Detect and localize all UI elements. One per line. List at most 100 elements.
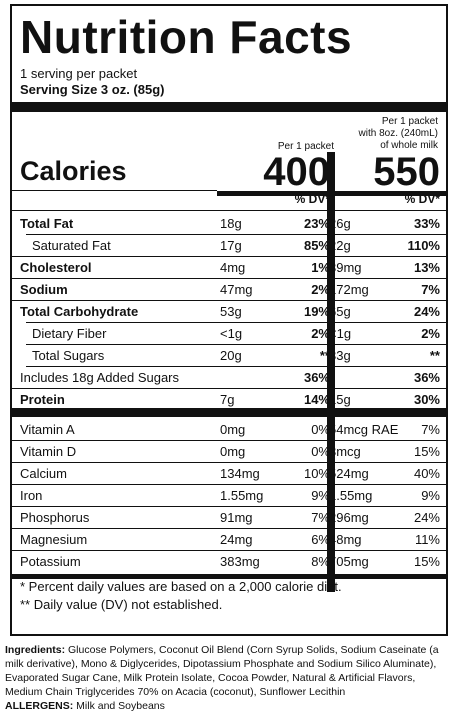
dv-packet: 2%: [311, 282, 330, 297]
vitamin-divider: [12, 408, 446, 417]
nutrient-name: Vitamin D: [20, 444, 77, 459]
dv-packet: 36%: [303, 370, 330, 385]
amount-packet: 53g: [220, 304, 242, 319]
amount-packet: 4mg: [220, 260, 246, 275]
nutrient-name: Protein: [20, 392, 65, 407]
col2-header-line2: with 8oz. (240mL): [358, 128, 438, 139]
allergens-label: ALLERGENS:: [5, 700, 74, 712]
label-title: Nutrition Facts: [20, 11, 353, 63]
table-row: Cholesterol 4mg 1% 39mg 13%: [12, 257, 446, 279]
thick-divider: [12, 102, 446, 112]
dv-packet: 19%: [303, 304, 330, 319]
table-row: Total Carbohydrate 53g 19% 65g 24%: [12, 301, 446, 323]
table-row: Calcium 134mg 10% 524mg 40%: [12, 463, 446, 485]
dv-with-milk: **: [429, 348, 440, 363]
dv-with-milk: 30%: [413, 392, 440, 407]
nutrient-name: Magnesium: [20, 532, 88, 547]
dv-packet: 9%: [311, 488, 330, 503]
dv-with-milk: 11%: [414, 532, 440, 547]
amount-with-milk: 524mg: [329, 466, 369, 481]
dv-header-1: % DV*: [294, 192, 330, 206]
nutrient-name: Saturated Fat: [32, 238, 111, 253]
dv-header-2: % DV*: [404, 192, 440, 206]
amount-with-milk: 3mcg: [329, 444, 361, 459]
table-row: Magnesium 24mg 6% 48mg 11%: [12, 529, 446, 551]
amount-with-milk: 1.55mg: [329, 488, 373, 503]
dv-with-milk: 110%: [407, 238, 440, 253]
footnote-divider: [12, 574, 446, 579]
table-row: Includes 18g Added Sugars 36% 36%: [12, 367, 446, 389]
amount-with-milk: 48mg: [329, 532, 362, 547]
table-row: Potassium 383mg 8% 705mg 15%: [12, 551, 446, 573]
amount-with-milk: 15g: [329, 392, 351, 407]
table-row: Total Fat 18g 23% 26g 33%: [12, 213, 446, 235]
nutrient-name: Calcium: [20, 466, 67, 481]
dv-with-milk: 7%: [421, 422, 440, 437]
amount-packet: 134mg: [220, 466, 260, 481]
ingredients-text: Glucose Polymers, Coconut Oil Blend (Cor…: [5, 644, 439, 698]
nutrient-name: Includes 18g Added Sugars: [20, 370, 180, 385]
dv-with-milk: 40%: [413, 466, 440, 481]
dv-with-milk: 24%: [413, 304, 440, 319]
amount-with-milk: 33g: [329, 348, 351, 363]
amount-with-milk: <1g: [329, 326, 352, 341]
amount-with-milk: 296mg: [329, 510, 369, 525]
ingredients: Ingredients: Glucose Polymers, Coconut O…: [5, 643, 455, 699]
amount-packet: 0mg: [220, 444, 246, 459]
dv-with-milk: 15%: [413, 554, 440, 569]
table-row: Vitamin D 0mg 0% 3mcg 15%: [12, 441, 446, 463]
nutrition-label: Nutrition Facts 1 serving per packet Ser…: [10, 4, 448, 636]
footnote-not-established: ** Daily value (DV) not established.: [20, 597, 223, 612]
amount-packet: 47mg: [220, 282, 253, 297]
nutrient-name: Sodium: [20, 282, 68, 297]
dv-with-milk: 24%: [413, 510, 440, 525]
amount-with-milk: 22g: [329, 238, 351, 253]
dv-packet: 8%: [311, 554, 330, 569]
table-row: Protein 7g 14% 15g 30%: [12, 389, 446, 411]
dv-packet: 85%: [303, 238, 330, 253]
dv-packet: 23%: [303, 216, 330, 231]
dv-packet: 0%: [311, 422, 330, 437]
dv-packet: **: [319, 348, 330, 363]
dv-with-milk: 7%: [421, 282, 440, 297]
dv-packet: 14%: [303, 392, 330, 407]
amount-packet: 91mg: [220, 510, 253, 525]
amount-packet: 7g: [220, 392, 235, 407]
nutrient-name: Vitamin A: [20, 422, 75, 437]
nutrient-name: Total Fat: [20, 216, 74, 231]
serving-size: Serving Size 3 oz. (85g): [20, 82, 165, 97]
amount-packet: <1g: [220, 326, 243, 341]
dv-with-milk: 9%: [421, 488, 440, 503]
dv-packet: 0%: [311, 444, 330, 459]
table-row: Sodium 47mg 2% 172mg 7%: [12, 279, 446, 301]
calories-value-1: 400: [263, 150, 330, 194]
calories-value-2: 550: [373, 150, 440, 194]
amount-with-milk: 54mcg RAE: [329, 422, 399, 437]
dv-packet: 6%: [311, 532, 330, 547]
nutrient-name: Phosphorus: [20, 510, 90, 525]
dv-with-milk: 2%: [421, 326, 440, 341]
table-row: Saturated Fat 17g 85% 22g 110%: [12, 235, 446, 257]
amount-packet: 1.55mg: [220, 488, 264, 503]
nutrient-name: Dietary Fiber: [32, 326, 107, 341]
dv-packet: 10%: [303, 466, 330, 481]
col2-header-line1: Per 1 packet: [381, 116, 438, 127]
dv-packet: 2%: [311, 326, 330, 341]
amount-packet: 0mg: [220, 422, 246, 437]
col1-header: Per 1 packet: [277, 141, 334, 152]
servings-per-container: 1 serving per packet: [20, 66, 138, 81]
nutrient-name: Total Carbohydrate: [20, 304, 139, 319]
footnote-dv: * Percent daily values are based on a 2,…: [20, 579, 342, 594]
column-separator: [327, 152, 335, 592]
col2-header-line3: of whole milk: [380, 140, 438, 151]
amount-packet: 18g: [220, 216, 242, 231]
table-row: Total Sugars 20g ** 33g **: [12, 345, 446, 367]
amount-with-milk: 172mg: [329, 282, 369, 297]
nutrient-name: Potassium: [20, 554, 81, 569]
dv-with-milk: 15%: [413, 444, 440, 459]
dv-with-milk: 36%: [413, 370, 440, 385]
ingredients-label: Ingredients:: [5, 644, 66, 656]
allergens: ALLERGENS: Milk and Soybeans: [5, 700, 165, 712]
allergens-text: Milk and Soybeans: [73, 700, 165, 712]
amount-with-milk: 705mg: [329, 554, 369, 569]
